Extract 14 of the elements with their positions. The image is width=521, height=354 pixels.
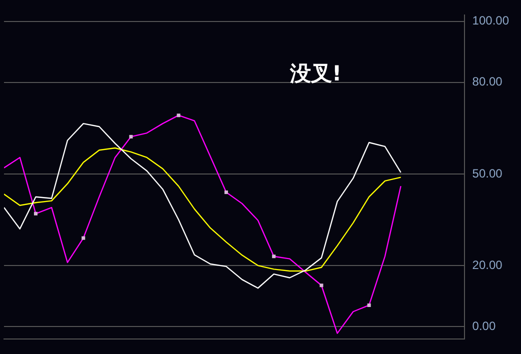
point [224,190,228,194]
y-tick-label: 100.00 [472,14,510,28]
y-tick-label: 0.00 [472,318,496,333]
annotation: 没叉! [289,61,342,86]
y-tick-label: 20.00 [472,258,503,272]
y-tick-label: 80.00 [472,74,503,89]
y-tick-label: 50.00 [472,166,503,180]
point [176,114,180,118]
point [272,254,276,258]
point [129,134,133,138]
point [34,212,38,216]
point [320,284,324,288]
point [82,236,86,240]
point [367,303,371,307]
